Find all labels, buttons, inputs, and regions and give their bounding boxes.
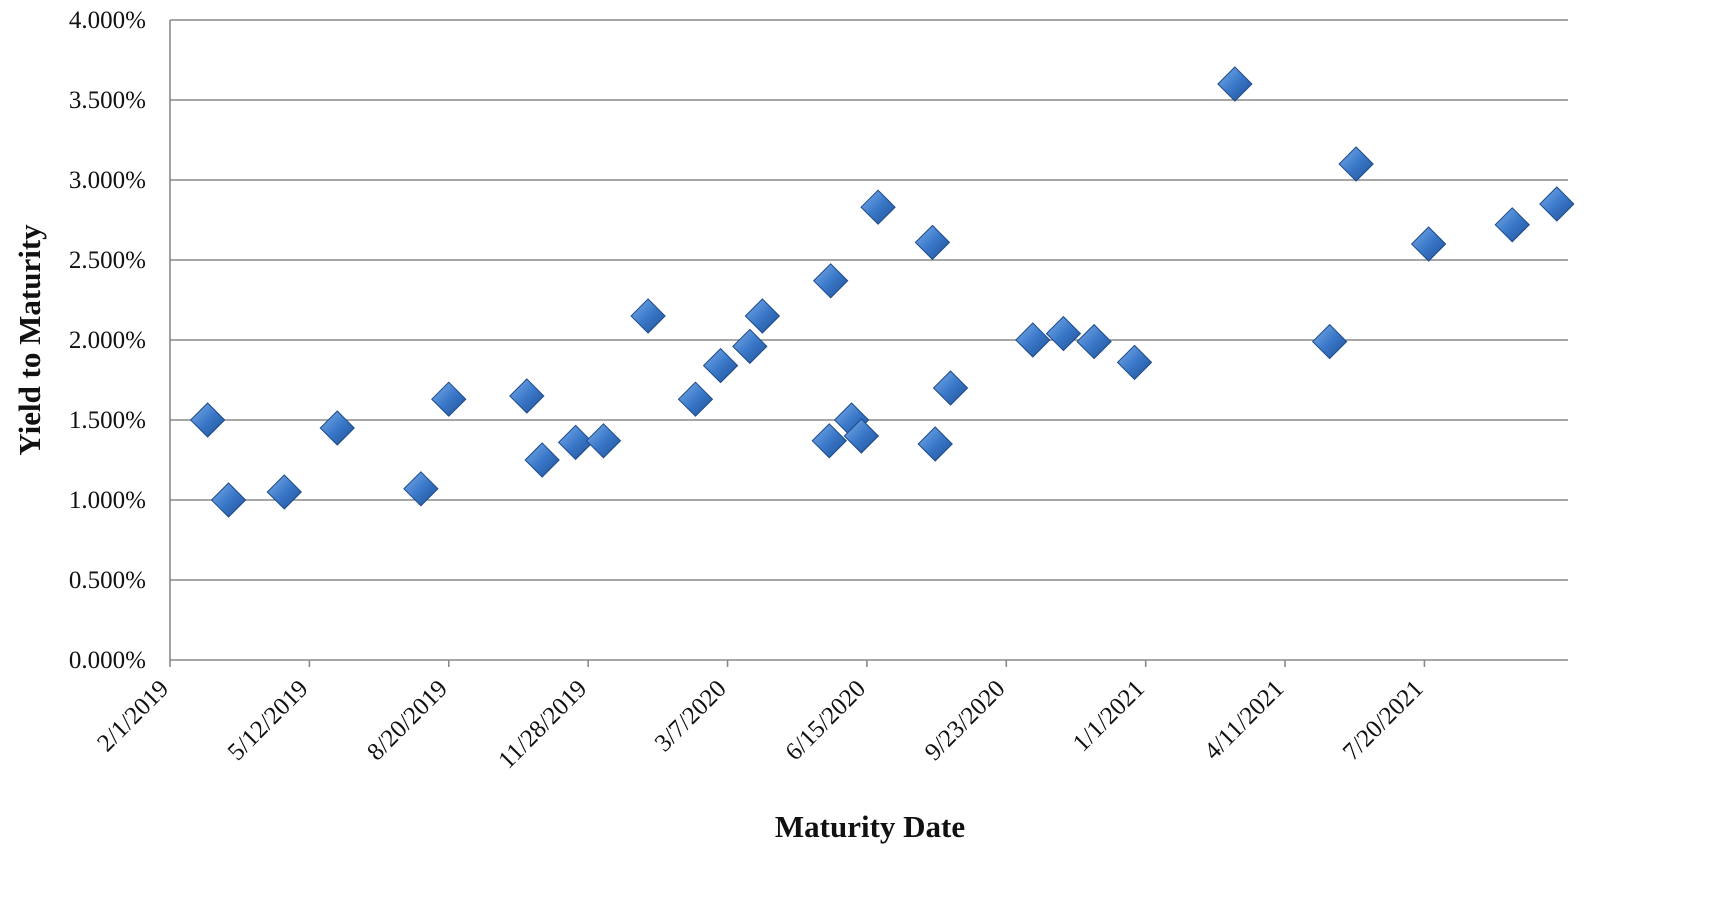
data-point [431,381,467,417]
data-point [1311,323,1348,360]
axes [169,20,1568,667]
gridlines [170,19,1568,581]
x-tick-label: 8/20/2019 [362,675,453,766]
data-point [1015,322,1051,358]
y-tick-labels: 0.000% 0.500% 1.000% 1.500% 2.000% 2.500% 3.00… [69,7,146,674]
data-point [1045,315,1082,352]
y-tick-label: 2.500% [69,247,146,274]
data-point [702,347,739,384]
data-point [1076,323,1112,360]
x-tick-label: 4/11/2021 [1199,675,1289,765]
data-point [403,471,439,507]
y-tick-label: 3.500% [69,87,146,114]
data-point [509,378,545,414]
y-tick-label: 1.500% [69,407,146,434]
data-point [811,423,847,459]
x-axis-title: Maturity Date [775,809,965,844]
y-tick-label: 3.000% [69,167,146,194]
data-point [932,370,969,406]
x-tick-label: 11/28/2019 [493,675,592,774]
y-axis-title: Yield to Maturity [12,224,47,456]
y-tick-label: 4.000% [69,7,146,34]
x-tick-labels: 2/1/2019 5/12/2019 8/20/2019 11/28/2019 3/7/… [92,675,1428,774]
data-point [677,381,714,417]
x-tick-label: 7/20/2021 [1338,675,1429,766]
data-point [1539,186,1575,222]
data-point [914,224,951,261]
y-tick-label: 0.500% [69,567,146,594]
data-point [744,298,781,334]
data-point [266,474,303,510]
data-point [732,328,768,365]
data-point [210,482,247,518]
data-point [1410,226,1447,262]
data-point [1338,146,1374,182]
data-point [1116,344,1153,381]
x-tick-label: 3/7/2020 [650,675,732,757]
data-point [1494,207,1530,243]
x-tick-label: 6/15/2020 [780,675,871,766]
data-point [585,423,622,459]
data-point [843,418,880,454]
data-point [319,410,355,446]
data-points [189,66,1575,518]
data-point [812,263,849,299]
data-point [860,189,896,225]
x-tick-label: 2/1/2019 [92,675,174,757]
x-tick-label: 5/12/2019 [223,675,314,766]
data-point [189,402,226,438]
data-point [557,424,594,461]
data-point [630,298,666,334]
data-point [1217,66,1253,102]
x-tick-label: 9/23/2020 [920,675,1011,766]
y-tick-label: 2.000% [69,327,146,354]
x-tick-label: 1/1/2021 [1068,675,1150,757]
y-tick-label: 0.000% [69,647,146,674]
data-point [524,442,560,478]
data-point [917,426,953,462]
y-tick-label: 1.000% [69,487,146,514]
